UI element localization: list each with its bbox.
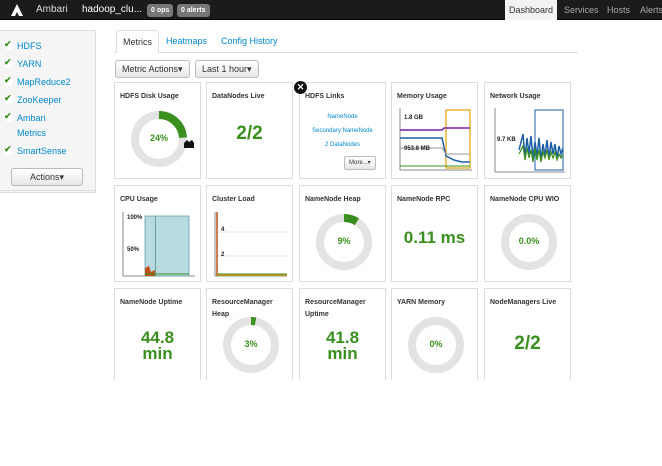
widget-title: NameNode Heap — [305, 196, 361, 203]
network-label: 9.7 KB — [497, 137, 516, 143]
widget-title: NameNode CPU WIO — [490, 196, 560, 203]
alerts-badge[interactable]: 0 alerts — [177, 4, 210, 17]
metric-actions-dropdown[interactable]: Metric Actions▾ — [115, 60, 190, 78]
yarn-memory-donut: 0% — [407, 316, 465, 374]
namenode-cpu-donut: 0.0% — [500, 213, 558, 271]
mouse-cursor-icon — [184, 140, 194, 148]
sidebar-item-mapreduce2[interactable]: MapReduce2 — [4, 75, 71, 87]
widget-cluster-load[interactable]: Cluster Load 4 2 — [206, 185, 293, 282]
dashboard-tabs: Metrics Heatmaps Config History — [114, 30, 578, 53]
widget-title: Network Usage — [490, 93, 541, 100]
widget-memory-usage[interactable]: Memory Usage 1.8 GB 953.8 MB — [391, 82, 478, 179]
cluster-load-chart — [214, 212, 287, 277]
sidebar-divider — [0, 190, 96, 191]
ambari-logo-icon[interactable] — [10, 3, 24, 17]
status-ok-icon — [4, 144, 13, 155]
nav-dashboard[interactable]: Dashboard — [505, 0, 558, 20]
widget-title: YARN Memory — [397, 299, 445, 306]
status-ok-icon — [4, 39, 13, 50]
ops-badge[interactable]: 0 ops — [147, 4, 174, 17]
status-ok-icon — [4, 57, 13, 68]
cpu-usage-chart — [122, 212, 195, 277]
link-datanodes[interactable]: 2 DataNodes — [324, 142, 361, 148]
sidebar-item-yarn[interactable]: YARN — [4, 57, 41, 69]
status-ok-icon — [4, 75, 13, 86]
network-usage-chart — [494, 108, 565, 173]
donut-percent-label: 3% — [244, 339, 258, 349]
more-dropdown-button[interactable]: More...▾ — [344, 156, 376, 170]
top-navbar: Ambari hadoop_clu... 0 ops 0 alerts Dash… — [0, 0, 662, 20]
namenode-heap-donut: 9% — [315, 213, 373, 271]
hdfs-disk-donut: 24% — [130, 110, 188, 168]
widget-datanodes-live[interactable]: DataNodes Live 2/2 — [206, 82, 293, 179]
cluster-name[interactable]: hadoop_clu... — [82, 4, 143, 15]
donut-percent-label: 9% — [337, 236, 351, 246]
rm-heap-donut: 3% — [222, 316, 280, 374]
widget-title: DataNodes Live — [212, 93, 265, 100]
sidebar-item-hdfs[interactable]: HDFS — [4, 39, 42, 51]
widget-namenode-rpc[interactable]: NameNode RPC 0.11 ms — [391, 185, 478, 282]
tab-heatmaps[interactable]: Heatmaps — [166, 36, 208, 46]
widget-title: Memory Usage — [397, 93, 447, 100]
cpu-label-mid: 50% — [127, 247, 140, 253]
widget-resourcemanager-uptime[interactable]: ResourceManager Uptime 41.8 min — [299, 288, 386, 380]
nav-alerts[interactable]: Alerts — [640, 5, 662, 15]
sidebar-item-zookeeper[interactable]: ZooKeeper — [4, 93, 62, 105]
close-icon[interactable]: ✕ — [294, 81, 307, 94]
widget-resourcemanager-heap[interactable]: ResourceManager Heap 3% — [206, 288, 293, 380]
widget-namenode-uptime[interactable]: NameNode Uptime 44.8 min — [114, 288, 201, 380]
widget-hdfs-disk-usage[interactable]: HDFS Disk Usage 24% — [114, 82, 201, 179]
cpu-label-top: 100% — [127, 215, 143, 221]
load-label-mid: 2 — [221, 252, 225, 258]
sidebar-item-metrics-label[interactable]: Metrics — [17, 128, 46, 138]
link-secondary-namenode[interactable]: Secondary NameNode — [312, 128, 373, 134]
widget-yarn-memory[interactable]: YARN Memory 0% — [391, 288, 478, 380]
widget-namenode-cpu-wio[interactable]: NameNode CPU WIO 0.0% — [484, 185, 571, 282]
sidebar-item-ambari-metrics[interactable]: Ambari — [4, 111, 46, 123]
status-ok-icon — [4, 93, 13, 104]
namenode-uptime-unit: min — [142, 344, 173, 363]
nodemanagers-value: 2/2 — [514, 333, 541, 354]
brand-name[interactable]: Ambari — [36, 4, 68, 15]
widget-cpu-usage[interactable]: CPU Usage 100% 50% — [114, 185, 201, 282]
nav-services[interactable]: Services — [564, 5, 599, 15]
rm-uptime-value: 41.8 — [325, 328, 360, 347]
widget-title: HDFS Links — [305, 93, 345, 100]
widget-hdfs-links[interactable]: HDFS Links NameNode Secondary NameNode 2… — [299, 82, 386, 179]
namenode-rpc-value: 0.11 ms — [403, 228, 466, 247]
widget-title: HDFS Disk Usage — [120, 93, 179, 100]
services-sidebar: HDFS YARN MapReduce2 ZooKeeper Ambari Me… — [0, 30, 96, 193]
donut-percent-label: 0% — [429, 339, 443, 349]
widget-namenode-heap[interactable]: NameNode Heap 9% — [299, 185, 386, 282]
link-namenode[interactable]: NameNode — [327, 114, 358, 120]
nav-hosts[interactable]: Hosts — [607, 5, 631, 15]
widget-title: ResourceManager Heap — [212, 299, 273, 318]
widget-network-usage[interactable]: Network Usage 9.7 KB — [484, 82, 571, 179]
widget-title: CPU Usage — [120, 196, 158, 203]
namenode-uptime-value: 44.8 — [140, 328, 175, 347]
rm-uptime-unit: min — [327, 344, 358, 363]
tab-config-history[interactable]: Config History — [221, 36, 278, 46]
widget-title: ResourceManager Uptime — [305, 299, 366, 318]
widget-title: NameNode Uptime — [120, 299, 183, 306]
widget-title: NameNode RPC — [397, 196, 451, 203]
load-label-top: 4 — [221, 227, 225, 233]
donut-percent-label: 24% — [149, 133, 168, 143]
sidebar-item-smartsense[interactable]: SmartSense — [4, 144, 67, 156]
time-range-dropdown[interactable]: Last 1 hour▾ — [195, 60, 259, 78]
status-ok-icon — [4, 111, 13, 122]
memory-usage-chart — [399, 108, 472, 171]
tab-metrics[interactable]: Metrics — [116, 30, 159, 53]
memory-label-top: 1.8 GB — [404, 115, 424, 121]
donut-percent-label: 0.0% — [518, 236, 540, 246]
widget-title: NodeManagers Live — [490, 299, 557, 306]
memory-label-bottom: 953.8 MB — [404, 146, 431, 152]
datanodes-value: 2/2 — [236, 123, 263, 144]
widget-nodemanagers-live[interactable]: NodeManagers Live 2/2 — [484, 288, 571, 380]
actions-button[interactable]: Actions▾ — [11, 168, 83, 186]
widget-title: Cluster Load — [212, 196, 255, 203]
